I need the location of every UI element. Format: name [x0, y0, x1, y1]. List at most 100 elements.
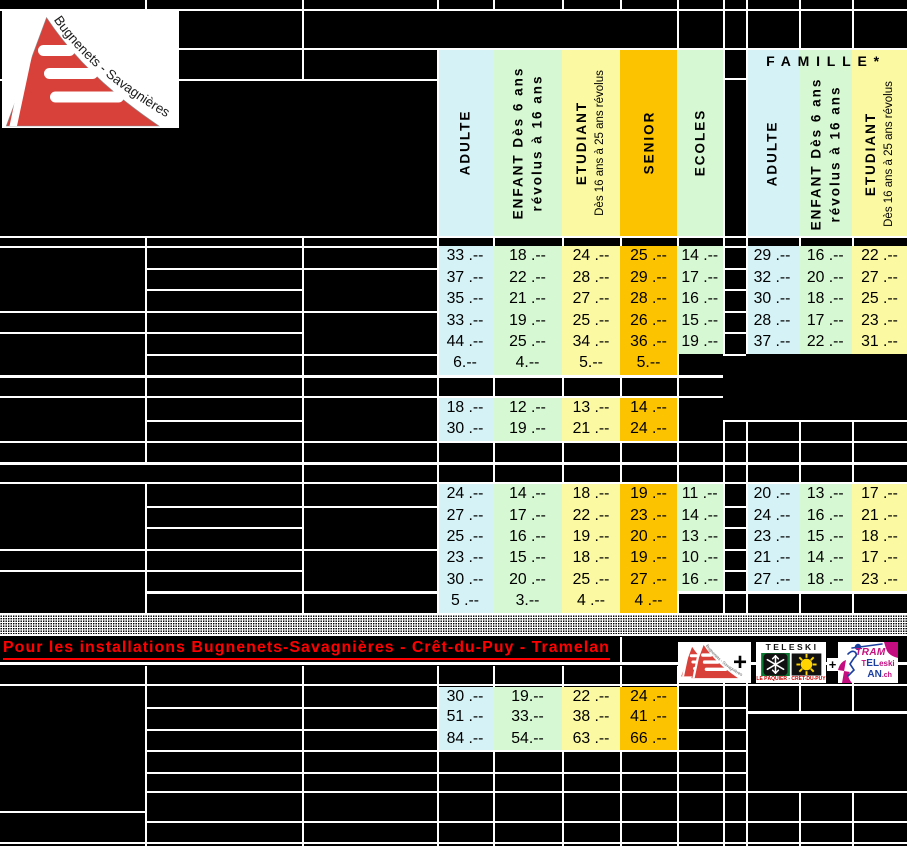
price-cell: 17 .-- — [861, 549, 898, 567]
price-cell: 22 .-- — [572, 687, 610, 705]
famille-group-title: FAMILLE* — [766, 53, 886, 69]
price-cell: 4.-- — [515, 354, 540, 372]
gridline-v — [852, 419, 855, 485]
bugnenets-mini-logo: Bugnenets - Savagnières — [691, 644, 744, 679]
price-cell: 11 .-- — [681, 485, 718, 503]
price-cell: 5 .-- — [450, 592, 480, 610]
price-cell: 10 .-- — [681, 549, 719, 567]
price-cell: 25 .-- — [509, 332, 546, 350]
gridline-v — [620, 443, 623, 485]
gridline-v — [620, 377, 623, 399]
colored-column-cell — [745, 50, 799, 236]
gridline-v — [493, 237, 496, 247]
teleski-paquier-logo-box: TELESKI — [756, 642, 826, 684]
gridline-v — [620, 636, 623, 664]
gridline-v — [852, 237, 855, 247]
gridline-v — [798, 666, 801, 711]
colored-column-cell — [798, 484, 852, 592]
gridline-h — [0, 310, 437, 313]
price-cell: 3.-- — [515, 592, 540, 610]
gridline-v — [745, 11, 748, 48]
colored-column-cell — [493, 50, 562, 236]
price-cell: 27 .-- — [572, 290, 610, 308]
plus-sign-1: + — [733, 649, 748, 676]
price-cell: 35 .-- — [446, 290, 484, 308]
gridline-h — [0, 548, 437, 551]
gridline-v — [798, 237, 801, 247]
tramelan-teleski-logo-box: TRAM TELeski AN.ch — [838, 642, 899, 684]
price-cell: 17 .-- — [806, 311, 844, 329]
gridline-v — [620, 0, 623, 9]
gridline-v — [745, 419, 748, 613]
gridline-h — [0, 441, 907, 444]
price-cell: 27 .-- — [861, 268, 898, 286]
gridline-v — [301, 11, 304, 79]
gridline-h — [144, 707, 437, 710]
gridline-v — [722, 50, 725, 236]
gridline-v — [798, 0, 801, 9]
gridline-h — [722, 310, 746, 313]
price-cell: 19 .-- — [572, 527, 610, 545]
price-cell: 24 .-- — [753, 506, 791, 524]
dotted-separator-band — [0, 612, 907, 637]
colored-column-cell — [562, 50, 620, 236]
gridline-v — [745, 237, 748, 354]
dotted-pattern — [0, 614, 907, 635]
tram-logo-line2: TELeski — [861, 658, 895, 670]
gridline-h — [722, 77, 746, 81]
price-cell: 23 .-- — [753, 527, 791, 545]
colored-column-cell — [493, 246, 562, 376]
gridline-h — [179, 47, 907, 50]
price-cell: 26 .-- — [630, 311, 667, 329]
gridline-h — [144, 289, 302, 292]
price-cell: 28 .-- — [753, 311, 791, 329]
gridline-v — [562, 237, 565, 247]
price-cell: 24 .-- — [446, 485, 484, 503]
gridline-h — [0, 375, 723, 378]
price-cell: 33 .-- — [446, 247, 484, 265]
gridline-v — [437, 237, 440, 613]
colored-column-cell — [745, 484, 799, 592]
gridline-h — [722, 267, 746, 270]
colored-column-cell — [437, 484, 493, 613]
price-cell: 15 .-- — [806, 527, 844, 545]
colored-column-cell — [620, 50, 677, 236]
gridline-v — [301, 666, 304, 846]
gridline-v — [437, 50, 440, 236]
gridline-h — [144, 790, 907, 793]
gridline-v — [493, 377, 496, 399]
column-header-enfant: ENFANT Dès 6 ans révolus à 16 ans — [510, 66, 545, 220]
gridline-h — [0, 78, 437, 82]
price-cell: 14 .-- — [806, 549, 844, 567]
column-header-famille-adulte: ADULTE — [764, 120, 780, 187]
price-cell: 13 .-- — [806, 485, 844, 503]
gridline-v — [144, 666, 147, 846]
price-cell: 25 .-- — [630, 247, 667, 265]
price-cell: 4 .-- — [576, 592, 606, 610]
teleski-icons — [756, 652, 826, 676]
gridline-h — [144, 505, 437, 508]
colored-column-cell — [745, 246, 799, 354]
price-cell: 22 .-- — [861, 247, 898, 265]
gridline-v — [722, 0, 725, 9]
colored-column-cell — [677, 246, 723, 354]
gridline-h — [722, 419, 907, 422]
gridline-h — [0, 462, 907, 465]
price-cell: 14 .-- — [509, 485, 546, 503]
colored-column-cell — [562, 246, 620, 376]
price-cell: 16 .-- — [509, 527, 546, 545]
price-cell: 17 .-- — [681, 268, 719, 286]
gridline-h — [0, 841, 907, 844]
price-cell: 20 .-- — [753, 485, 791, 503]
colored-column-cell — [437, 686, 493, 751]
colored-column-cell — [798, 50, 852, 236]
colored-column-cell — [677, 484, 723, 592]
gridline-v — [677, 11, 680, 48]
price-cell: 37 .-- — [446, 268, 484, 286]
gridline-h — [0, 684, 907, 687]
price-cell: 5.-- — [636, 354, 661, 372]
gridline-h — [144, 771, 746, 774]
price-cell: 19.-- — [511, 687, 544, 705]
column-header-adulte: ADULTE — [457, 109, 473, 176]
price-cell: 30 .-- — [446, 570, 484, 588]
